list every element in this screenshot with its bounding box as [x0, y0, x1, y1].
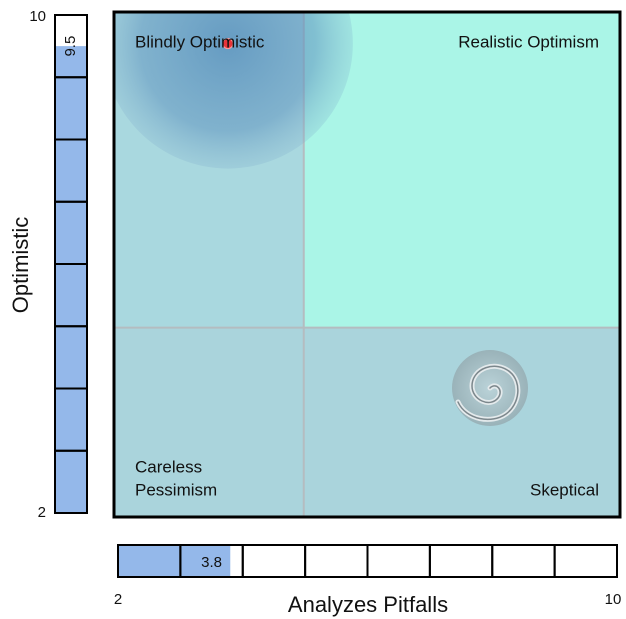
quadrant-label: Pessimism: [135, 480, 217, 499]
overlay: 9.5 3.8: [54, 10, 622, 578]
quadrant-label: Realistic Optimism: [458, 32, 599, 51]
quadrant-bg: [114, 327, 620, 517]
gauge-fill: [55, 46, 87, 513]
quadrant-label: Skeptical: [530, 480, 599, 499]
x-axis-title: Analyzes Pitfalls: [288, 592, 448, 617]
data-point: [222, 38, 234, 50]
gauge-value: 9.5: [62, 36, 79, 57]
gauge-value: 3.8: [201, 554, 222, 571]
y-axis-title: Optimistic: [8, 217, 33, 314]
plot-border: [112, 10, 622, 519]
gauge-cell: [553, 544, 618, 578]
gauge-cell: [54, 14, 88, 79]
x-max-label: 10: [605, 591, 622, 608]
quadrant-label: Careless: [135, 457, 202, 476]
y-min-label: 2: [38, 504, 46, 521]
plot-area: [114, 12, 620, 517]
quadrant-label: Blindly Optimistic: [135, 32, 265, 51]
point-glow: [114, 12, 353, 169]
gauge-fill: [118, 545, 231, 577]
x-min-label: 2: [114, 591, 122, 608]
swirl-icon: [452, 350, 528, 426]
quadrant-bg: [303, 12, 620, 328]
y-max-label: 10: [29, 8, 46, 25]
